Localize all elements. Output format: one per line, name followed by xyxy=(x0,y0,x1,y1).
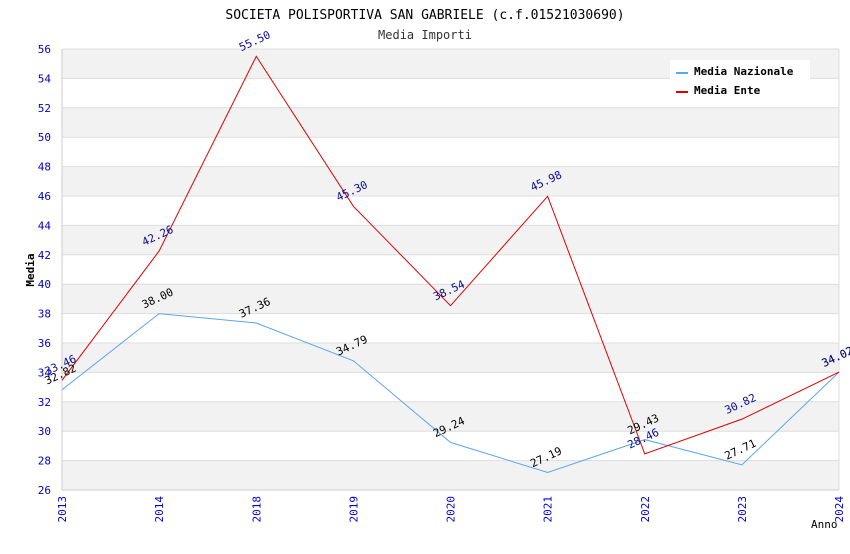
grid-band xyxy=(62,107,839,138)
grid-band xyxy=(62,225,839,255)
y-tick-label: 32 xyxy=(38,396,51,409)
legend-box xyxy=(670,60,810,101)
x-tick-label: 2020 xyxy=(445,496,458,523)
grid-band xyxy=(62,284,839,314)
series-line-media-nazionale xyxy=(61,313,840,474)
grid-band xyxy=(62,460,839,490)
grid-band xyxy=(62,401,839,432)
x-tick-label: 2019 xyxy=(347,496,360,523)
x-tick-label: 2014 xyxy=(153,496,166,523)
x-tick-labels: 2013 2014 2018 2019 2020 2021 2022 2023 2024 xyxy=(56,496,846,523)
legend-label-media-nazionale: Media Nazionale xyxy=(694,65,794,78)
y-tick-label: 28 xyxy=(38,455,51,468)
gridlines xyxy=(62,48,840,491)
y-tick-label: 34 xyxy=(38,366,52,379)
y-tick-label: 54 xyxy=(38,72,52,85)
x-tick-label: 2022 xyxy=(639,496,652,523)
y-tick-label: 42 xyxy=(38,249,51,262)
y-tick-label: 40 xyxy=(38,278,51,291)
x-tick-label: 2024 xyxy=(833,496,846,523)
y-tick-label: 26 xyxy=(38,484,51,497)
chart-title: SOCIETA POLISPORTIVA SAN GABRIELE (c.f.0… xyxy=(225,8,624,23)
y-axis-label: Media xyxy=(24,253,37,286)
y-tick-label: 48 xyxy=(38,161,51,174)
legend: Media Nazionale Media Ente xyxy=(670,60,810,101)
y-tick-labels: 26 28 30 32 34 36 38 40 42 44 46 48 50 52 54 56 xyxy=(38,43,52,497)
x-tick-label: 2013 xyxy=(56,496,69,523)
y-tick-label: 52 xyxy=(38,102,51,115)
x-axis-label: Anno xyxy=(811,518,838,531)
y-tick-label: 38 xyxy=(38,308,51,321)
x-tick-label: 2021 xyxy=(542,496,555,523)
grid-band xyxy=(62,166,839,196)
legend-label-media-ente: Media Ente xyxy=(694,84,761,97)
y-tick-label: 44 xyxy=(38,219,52,232)
plot-background xyxy=(62,49,839,490)
y-tick-label: 56 xyxy=(38,43,51,56)
grid-band xyxy=(62,343,839,373)
series-line-media-ente xyxy=(61,55,840,455)
y-tick-label: 36 xyxy=(38,337,51,350)
x-tick-label: 2018 xyxy=(250,496,263,523)
chart-subtitle: Media Importi xyxy=(378,28,472,42)
axes xyxy=(61,49,839,491)
series-lines xyxy=(61,55,840,474)
y-tick-label: 50 xyxy=(38,131,51,144)
x-tick-label: 2023 xyxy=(736,496,749,523)
y-tick-label: 46 xyxy=(38,190,51,203)
y-tick-label: 30 xyxy=(38,425,51,438)
